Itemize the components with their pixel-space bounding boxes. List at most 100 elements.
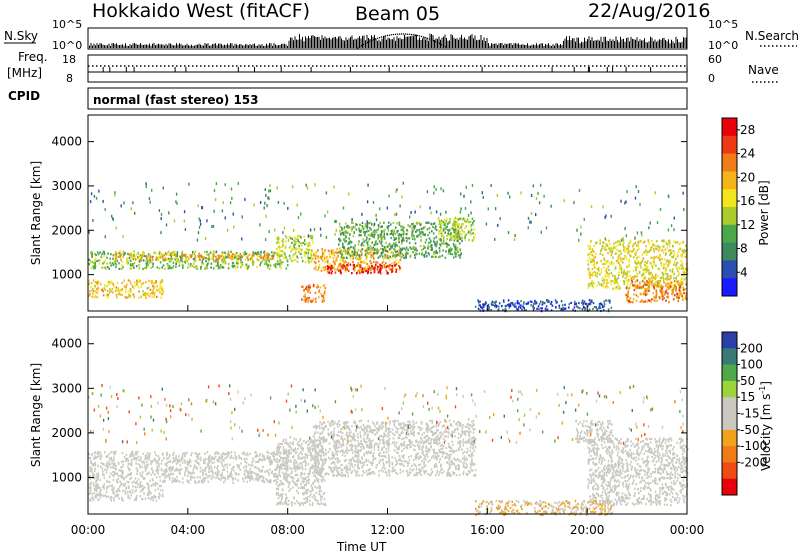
range-gate-cell [361, 241, 364, 244]
range-gate-cell [184, 260, 186, 263]
range-gate-cell [394, 232, 396, 235]
range-gate-cell [311, 259, 313, 262]
colorbar-step [722, 153, 737, 172]
range-gate-cell [117, 289, 120, 292]
range-gate-cell [107, 466, 109, 469]
range-gate-cell [466, 218, 469, 221]
range-gate-cell [458, 224, 461, 227]
range-gate-cell [226, 228, 229, 232]
range-gate-cell [155, 258, 157, 261]
range-gate-cell [394, 256, 397, 259]
range-gate-cell [224, 477, 227, 480]
range-gate-cell [95, 258, 97, 261]
range-gate-cell [91, 253, 94, 256]
range-gate-cell [610, 272, 613, 275]
range-gate-cell [682, 282, 684, 286]
range-gate-cell [342, 250, 345, 253]
range-gate-cell [470, 228, 473, 231]
range-gate-cell [197, 255, 200, 258]
range-gate-cell [581, 299, 584, 302]
range-gate-cell [113, 258, 115, 261]
range-gate-cell [481, 307, 484, 310]
range-gate-cell [392, 233, 394, 236]
range-gate-cell [108, 267, 110, 270]
range-gate-cell [388, 248, 391, 251]
range-gate-cell [623, 268, 625, 271]
range-gate-cell [411, 234, 413, 237]
range-gate-cell [367, 252, 370, 255]
range-gate-cell [208, 474, 211, 477]
range-gate-cell [198, 480, 200, 483]
range-gate-cell [291, 237, 294, 240]
range-gate-cell [612, 262, 615, 265]
range-gate-cell [270, 258, 272, 261]
range-gate-cell [603, 303, 606, 306]
range-gate-cell [263, 458, 265, 461]
range-gate-cell [92, 474, 94, 477]
range-gate-cell [593, 270, 595, 274]
range-gate-cell [523, 306, 525, 310]
range-gate-cell [393, 243, 396, 246]
range-gate-cell [181, 257, 183, 260]
range-gate-cell [626, 270, 629, 273]
range-gate-cell [365, 270, 368, 273]
range-gate-cell [230, 258, 233, 261]
range-gate-cell [339, 222, 341, 226]
range-gate-cell [343, 262, 346, 265]
range-gate-cell [241, 237, 243, 241]
range-gate-cell [221, 253, 224, 256]
range-gate-cell [452, 236, 454, 239]
range-gate-cell [634, 253, 637, 256]
range-gate-cell [380, 247, 382, 250]
range-gate-cell [326, 210, 329, 214]
range-gate-cell [174, 477, 176, 481]
range-gate-cell [295, 250, 297, 253]
range-gate-cell [123, 201, 125, 205]
range-gate-cell [103, 287, 105, 290]
range-gate-cell [419, 205, 421, 209]
range-gate-cell [412, 222, 415, 225]
range-gate-cell [344, 248, 346, 251]
range-gate-cell [164, 480, 166, 483]
range-gate-cell [494, 303, 497, 307]
range-gate-cell [92, 482, 95, 485]
range-gate-cell [646, 251, 649, 254]
range-gate-cell [160, 217, 162, 221]
range-gate-cell [660, 291, 662, 294]
nsearch-dot [410, 33, 413, 36]
range-gate-cell [246, 257, 249, 260]
range-gate-cell [106, 468, 108, 471]
range-gate-cell [364, 254, 367, 257]
range-gate-cell [545, 308, 547, 311]
range-gate-cell [457, 254, 460, 257]
range-gate-cell [172, 252, 175, 255]
range-gate-cell [254, 466, 256, 469]
range-gate-cell [201, 469, 204, 472]
range-gate-cell [679, 241, 682, 245]
range-gate-cell [644, 277, 646, 280]
range-gate-cell [109, 463, 112, 466]
range-gate-cell [122, 460, 125, 463]
range-gate-cell [281, 245, 284, 248]
range-gate-cell [112, 254, 115, 257]
range-gate-cell [394, 264, 397, 267]
nsearch-dot [434, 40, 437, 43]
range-gate-cell [666, 246, 669, 249]
range-gate-cell [91, 260, 94, 264]
range-gate-cell [606, 271, 608, 274]
range-gate-cell [152, 285, 154, 288]
range-gate-cell [398, 221, 401, 224]
range-gate-cell [387, 265, 389, 268]
range-gate-cell [685, 283, 688, 286]
range-gate-cell [407, 248, 409, 251]
range-gate-cell [276, 263, 279, 266]
range-gate-cell [422, 247, 425, 250]
range-gate-cell [677, 248, 680, 251]
range-gate-cell [540, 307, 542, 310]
range-gate-cell [259, 255, 261, 258]
range-gate-cell [300, 236, 302, 239]
nsearch-dot [376, 37, 379, 39]
range-gate-cell [210, 467, 213, 470]
range-gate-cell [519, 306, 522, 309]
range-gate-cell [172, 265, 175, 268]
